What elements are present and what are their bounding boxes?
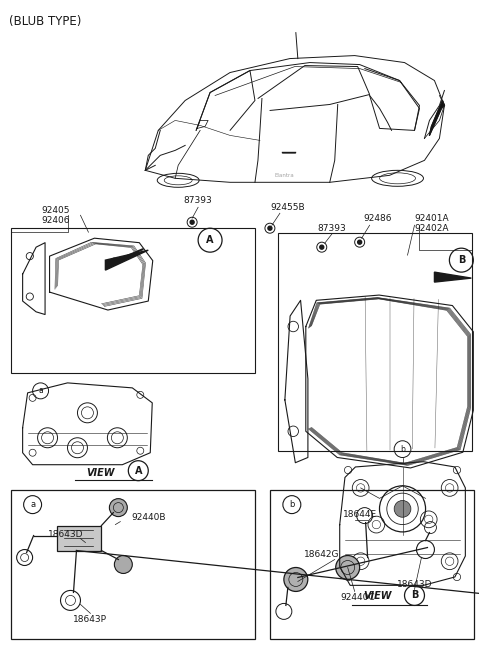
Text: 18643P: 18643P — [73, 615, 108, 624]
Text: b: b — [400, 445, 405, 454]
Text: 92405: 92405 — [41, 206, 70, 215]
Text: Elantra: Elantra — [275, 173, 295, 178]
Circle shape — [114, 555, 132, 574]
Circle shape — [336, 555, 360, 580]
Text: a: a — [30, 500, 35, 509]
Text: 87393: 87393 — [317, 224, 346, 233]
Bar — [11, 228, 255, 373]
Text: VIEW: VIEW — [86, 468, 115, 477]
Text: (BLUB TYPE): (BLUB TYPE) — [9, 14, 81, 28]
Bar — [270, 490, 474, 639]
Text: B: B — [411, 590, 418, 601]
Circle shape — [190, 220, 194, 224]
Bar — [11, 490, 255, 639]
Text: VIEW: VIEW — [363, 591, 392, 601]
Text: 18643D: 18643D — [397, 580, 432, 589]
Text: 18643D: 18643D — [48, 530, 83, 539]
Text: 92402A: 92402A — [414, 224, 449, 233]
Text: 92440C: 92440C — [340, 593, 375, 602]
Bar — [278, 233, 472, 451]
Circle shape — [109, 498, 127, 517]
Text: A: A — [206, 235, 214, 245]
Polygon shape — [434, 272, 471, 282]
Text: A: A — [134, 466, 142, 476]
Bar — [57, 525, 101, 550]
Text: 92401A: 92401A — [414, 214, 449, 223]
Text: a: a — [38, 386, 43, 396]
Text: 87393: 87393 — [184, 196, 213, 205]
Circle shape — [358, 240, 361, 244]
Circle shape — [394, 500, 411, 517]
Circle shape — [268, 226, 272, 230]
Text: 92486: 92486 — [363, 214, 392, 223]
Text: b: b — [289, 500, 295, 509]
Text: 92406: 92406 — [41, 215, 70, 225]
Text: 92455B: 92455B — [271, 203, 305, 212]
Polygon shape — [430, 100, 444, 136]
Text: 18644E: 18644E — [343, 510, 377, 519]
Circle shape — [284, 567, 308, 591]
Polygon shape — [106, 250, 148, 270]
Circle shape — [320, 245, 324, 249]
Text: B: B — [457, 255, 465, 265]
Text: 92440B: 92440B — [131, 513, 166, 522]
Text: 18642G: 18642G — [304, 550, 339, 559]
